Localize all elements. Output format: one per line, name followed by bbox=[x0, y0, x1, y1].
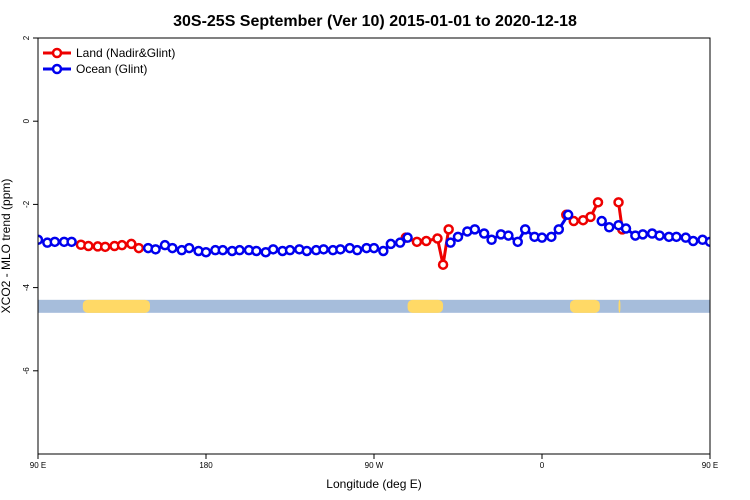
data-point bbox=[740, 238, 748, 246]
legend-label-ocean: Ocean (Glint) bbox=[76, 62, 147, 76]
data-point bbox=[66, 236, 77, 248]
data-point bbox=[150, 244, 161, 255]
data-point bbox=[445, 237, 456, 248]
y-tick-label: -2 bbox=[22, 200, 31, 208]
data-point bbox=[99, 241, 111, 253]
data-point bbox=[234, 244, 245, 256]
data-point bbox=[536, 232, 548, 243]
data-point bbox=[38, 234, 44, 246]
data-point bbox=[217, 244, 229, 256]
data-point bbox=[562, 209, 574, 221]
x-tick-label: 0 bbox=[540, 461, 545, 470]
data-point bbox=[437, 259, 449, 270]
data-point bbox=[715, 238, 723, 246]
y-axis-label: XCO2 - MLO trend (ppm) bbox=[0, 179, 13, 314]
data-point bbox=[421, 235, 432, 247]
data-point bbox=[183, 242, 195, 254]
data-point bbox=[443, 224, 454, 235]
data-point bbox=[503, 230, 514, 241]
data-point bbox=[301, 245, 313, 257]
data-point bbox=[654, 230, 665, 241]
series-layer bbox=[38, 197, 748, 270]
x-tick-label: 180 bbox=[199, 461, 213, 470]
data-point bbox=[368, 242, 380, 254]
data-point bbox=[126, 238, 137, 250]
data-point bbox=[568, 215, 579, 227]
data-point bbox=[378, 245, 389, 257]
x-tick-label: 90 E bbox=[702, 461, 718, 470]
data-point bbox=[385, 238, 397, 250]
data-point bbox=[469, 224, 481, 235]
ocean-band bbox=[38, 299, 710, 313]
legend-marker-ocean bbox=[51, 63, 63, 75]
x-tick-label: 90 W bbox=[365, 461, 384, 470]
data-point bbox=[432, 233, 443, 244]
land-band-segment bbox=[82, 299, 150, 313]
series-ocean bbox=[38, 209, 748, 258]
data-point bbox=[704, 236, 710, 248]
data-point bbox=[620, 223, 632, 234]
y-axis-ticks: 2 0 -2 -4 -6 bbox=[22, 35, 38, 374]
land-band-segment bbox=[618, 299, 621, 313]
land-band-segment bbox=[570, 299, 600, 313]
data-point bbox=[83, 240, 94, 252]
series-line bbox=[405, 229, 451, 267]
x-tick-label: 90 E bbox=[30, 461, 46, 470]
data-point bbox=[603, 222, 615, 233]
data-point bbox=[553, 224, 565, 235]
land-band-segment bbox=[407, 299, 444, 313]
data-point bbox=[116, 239, 128, 251]
data-point bbox=[394, 237, 406, 248]
y-tick-label: 0 bbox=[22, 118, 31, 123]
chart-title: 30S-25S September (Ver 10) 2015-01-01 to… bbox=[173, 13, 577, 30]
data-point bbox=[351, 244, 363, 256]
data-point bbox=[687, 235, 699, 247]
data-point bbox=[585, 211, 596, 223]
y-tick-label: 2 bbox=[22, 35, 31, 40]
data-point bbox=[200, 246, 212, 258]
data-point bbox=[267, 244, 279, 255]
data-point bbox=[671, 231, 682, 243]
data-point bbox=[732, 238, 740, 246]
data-point bbox=[411, 236, 423, 248]
data-point bbox=[318, 244, 329, 255]
legend-label-land: Land (Nadir&Glint) bbox=[76, 46, 175, 60]
data-point bbox=[546, 231, 557, 243]
data-point bbox=[486, 234, 497, 246]
data-point bbox=[167, 242, 178, 254]
legend: Land (Nadir&Glint) Ocean (Glint) bbox=[43, 46, 175, 76]
data-point bbox=[452, 231, 464, 243]
x-axis-label: Longitude (deg E) bbox=[326, 477, 421, 491]
legend-marker-land bbox=[51, 47, 63, 59]
data-point bbox=[402, 232, 413, 243]
data-point bbox=[512, 236, 523, 248]
data-point bbox=[335, 244, 346, 255]
data-point bbox=[284, 244, 296, 256]
land-mask-band bbox=[38, 299, 710, 313]
x-axis-ticks: 90 E 180 90 W 0 90 E bbox=[30, 454, 718, 470]
data-point bbox=[251, 245, 262, 257]
data-point bbox=[133, 242, 145, 254]
data-point bbox=[478, 228, 490, 239]
data-point bbox=[49, 236, 61, 248]
data-point bbox=[596, 215, 607, 227]
data-point bbox=[637, 229, 649, 240]
data-point bbox=[613, 197, 624, 208]
data-point bbox=[519, 224, 531, 235]
y-tick-label: -6 bbox=[22, 367, 31, 375]
plot-area bbox=[37, 37, 748, 455]
y-tick-label: -4 bbox=[22, 283, 31, 291]
data-point bbox=[723, 238, 731, 246]
data-point bbox=[592, 197, 604, 208]
